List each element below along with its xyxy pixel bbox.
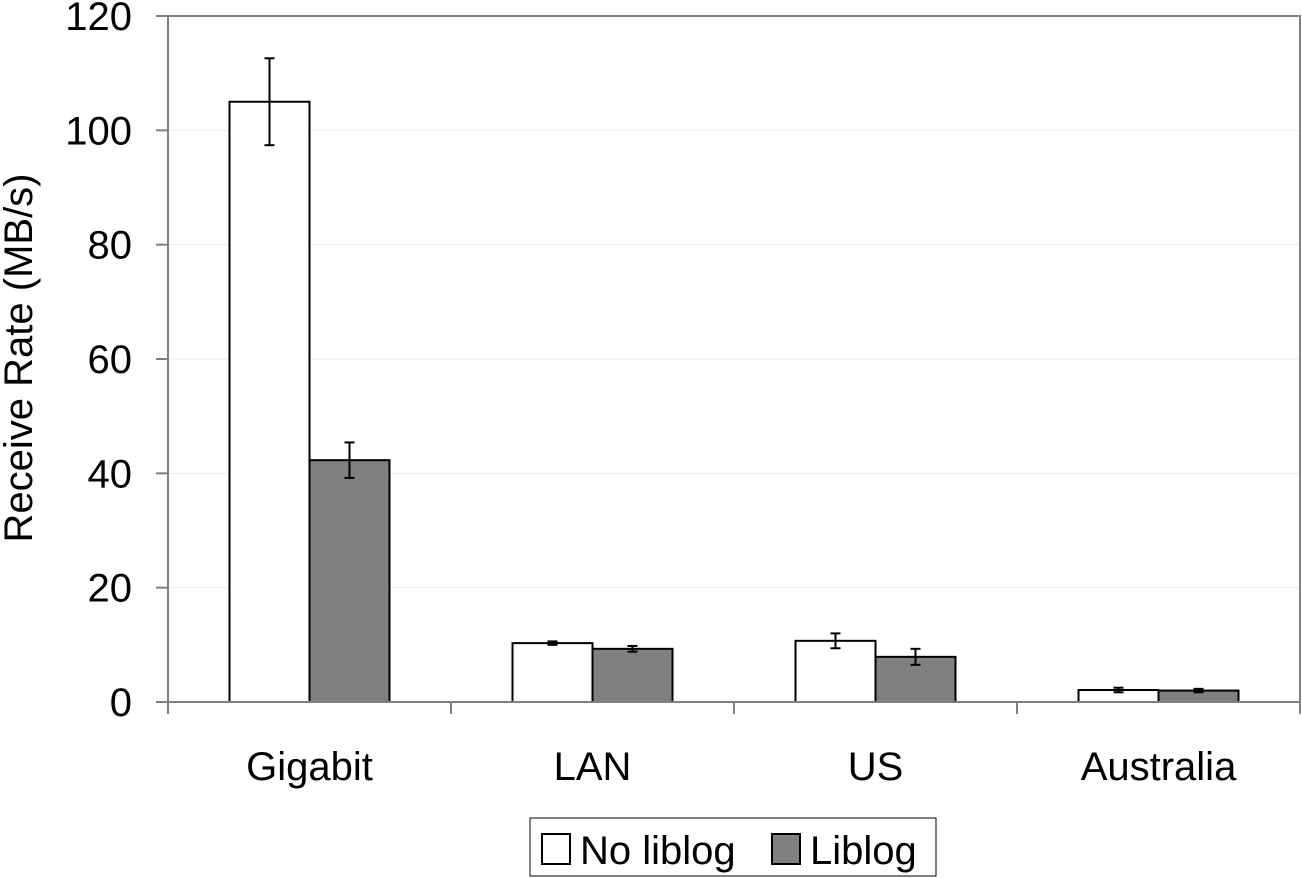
legend-label: Liblog [810,829,917,873]
legend: No liblog Liblog [529,817,937,877]
legend-swatch [541,833,571,865]
bar-no-liblog [511,642,594,704]
y-axis: 0 20 40 60 80 100 120 [65,0,169,725]
bar-no-liblog [794,639,877,703]
legend-label: No liblog [580,829,736,873]
y-tick-label: 60 [88,338,133,382]
x-category-label: US [848,745,904,789]
bar-liblog [308,459,391,703]
x-category-label: LAN [554,745,632,789]
error-bars-group [264,57,1204,694]
x-axis: Gigabit LAN US Australia [167,701,1301,789]
legend-swatch [771,833,801,865]
y-tick-label: 100 [65,109,132,153]
bars-group [228,100,1240,704]
y-tick-label: 40 [88,452,133,496]
y-tick-label: 0 [110,681,132,725]
y-tick-label: 80 [88,224,133,268]
bar-no-liblog [228,100,311,703]
y-tick-label: 20 [88,567,133,611]
bar-liblog [591,647,674,704]
legend-frame [529,817,937,877]
x-category-label: Gigabit [246,745,373,789]
y-axis-title: Receive Rate (MB/s) [0,174,41,543]
x-category-label: Australia [1081,745,1237,789]
y-tick-label: 120 [65,0,132,39]
